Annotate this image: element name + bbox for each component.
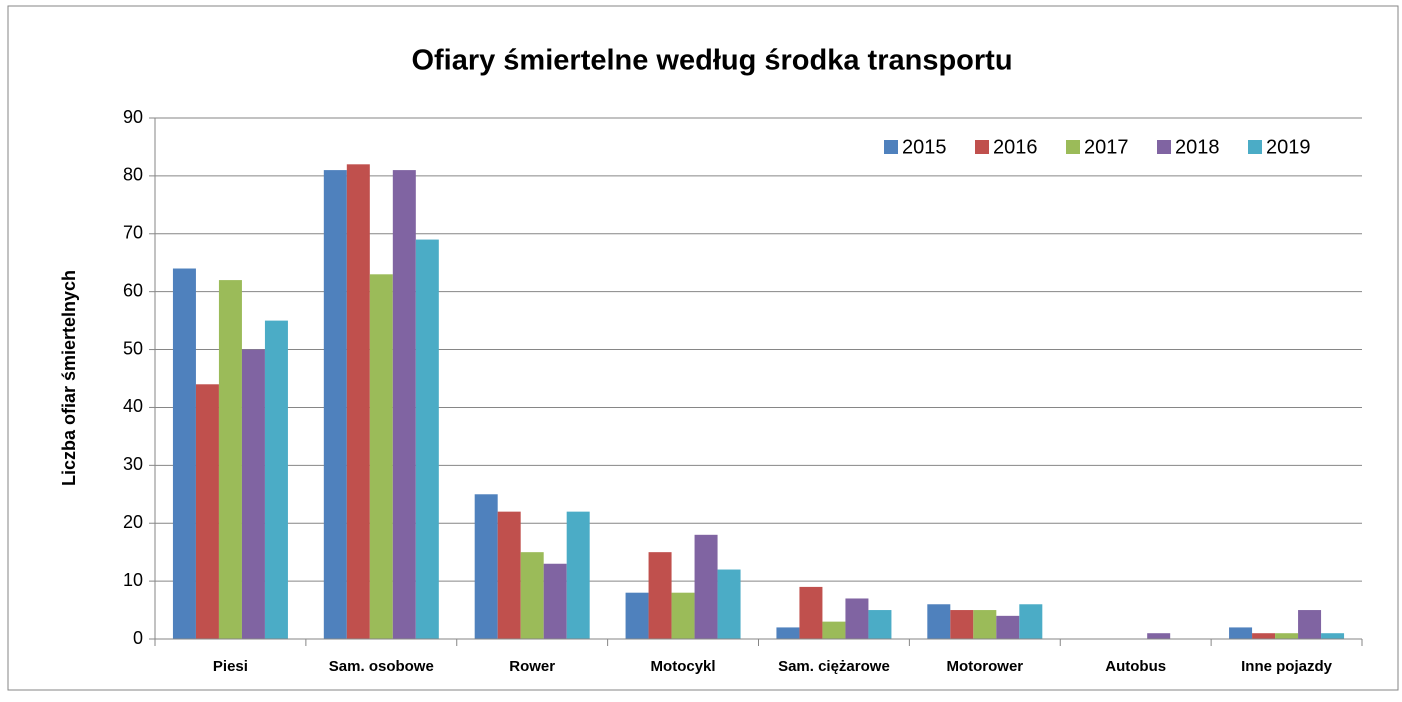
bar <box>323 170 347 639</box>
bar <box>415 239 439 640</box>
x-tick-label: Sam. ciężarowe <box>778 658 890 675</box>
legend-label: 2019 <box>1266 136 1311 158</box>
legend-swatch <box>1248 140 1262 154</box>
y-tick-label: 40 <box>123 396 143 416</box>
legend-label: 2017 <box>1084 136 1129 158</box>
bar <box>264 320 288 639</box>
bar <box>1147 633 1171 639</box>
bar <box>369 274 393 639</box>
bar <box>868 610 892 639</box>
bar <box>799 586 823 639</box>
bar <box>1298 610 1322 639</box>
y-tick-label: 0 <box>133 628 143 648</box>
bar <box>671 592 695 639</box>
legend-swatch <box>1157 140 1171 154</box>
y-tick-label: 70 <box>123 223 143 243</box>
bar <box>717 569 741 639</box>
bar <box>1275 633 1299 639</box>
bar <box>1019 604 1043 639</box>
bar <box>1252 633 1276 639</box>
bar <box>625 592 649 639</box>
legend-label: 2018 <box>1175 136 1220 158</box>
y-tick-label: 10 <box>123 570 143 590</box>
bar <box>241 349 265 639</box>
bar <box>648 552 672 639</box>
bar <box>996 615 1020 639</box>
y-tick-label: 60 <box>123 280 143 300</box>
x-tick-label: Autobus <box>1105 658 1166 675</box>
y-tick-label: 50 <box>123 338 143 358</box>
x-tick-label: Inne pojazdy <box>1241 658 1333 675</box>
bar <box>392 170 416 639</box>
x-tick-label: Piesi <box>213 658 248 675</box>
y-tick-label: 30 <box>123 454 143 474</box>
legend-swatch <box>884 140 898 154</box>
bar <box>346 164 370 640</box>
x-tick-label: Motorower <box>946 658 1023 675</box>
y-axis-label: Liczba ofiar śmiertelnych <box>59 270 79 486</box>
bar <box>520 552 544 639</box>
bar <box>474 494 498 639</box>
bar <box>1229 627 1253 639</box>
bar <box>822 621 846 639</box>
legend-label: 2016 <box>993 136 1038 158</box>
bar <box>845 598 869 639</box>
bar <box>776 627 800 639</box>
bar <box>973 610 997 639</box>
bar <box>195 384 219 639</box>
x-tick-label: Rower <box>509 658 555 675</box>
bar <box>927 604 951 639</box>
bar <box>694 534 718 639</box>
y-tick-label: 80 <box>123 165 143 185</box>
bar <box>218 280 242 639</box>
bar <box>543 563 567 639</box>
y-tick-label: 20 <box>123 512 143 532</box>
bar <box>172 268 196 639</box>
bar <box>1321 633 1345 639</box>
bar <box>950 610 974 639</box>
y-tick-label: 90 <box>123 107 143 127</box>
legend-swatch <box>1066 140 1080 154</box>
x-tick-label: Sam. osobowe <box>329 658 434 675</box>
chart-title: Ofiary śmiertelne według środka transpor… <box>411 45 1012 77</box>
x-tick-label: Motocykl <box>651 658 716 675</box>
bar <box>566 511 590 639</box>
legend-swatch <box>975 140 989 154</box>
bar <box>497 511 521 639</box>
legend-label: 2015 <box>902 136 947 158</box>
